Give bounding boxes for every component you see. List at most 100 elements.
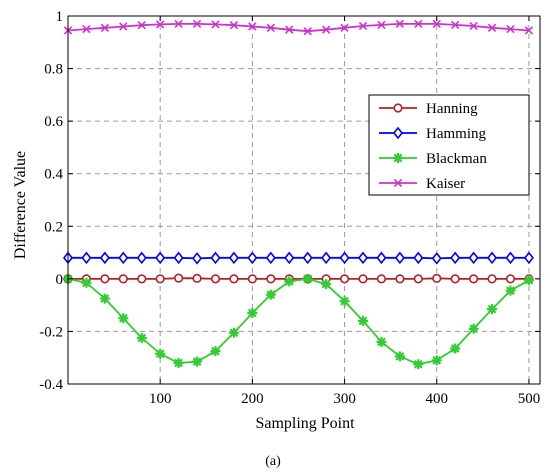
series-hanning-point <box>155 274 165 284</box>
series-blackman-point <box>394 351 405 362</box>
series-blackman-point <box>339 296 350 307</box>
series-hamming-point <box>376 251 387 265</box>
series-kaiser-point <box>285 25 294 34</box>
series-blackman-point <box>192 356 203 367</box>
series-blackman-point <box>210 346 221 357</box>
y-tick-label: 1 <box>56 9 64 25</box>
series-kaiser-point <box>211 20 220 29</box>
series-kaiser-point <box>451 20 460 30</box>
series-kaiser-point <box>137 21 146 30</box>
legend-label-hamming: Hamming <box>426 126 486 142</box>
series-hamming-point <box>394 251 405 265</box>
legend: Hanning Hamming Blackman Kaiser <box>368 94 530 196</box>
plot-frame <box>67 15 541 385</box>
series-hamming-point <box>523 251 534 265</box>
series-hamming-point <box>468 251 479 265</box>
series-blackman-point <box>450 343 461 354</box>
series-blackman-point <box>284 276 295 287</box>
series-blackman-point <box>487 304 498 315</box>
series-hamming-point <box>487 251 498 265</box>
series-hamming-point <box>192 252 203 265</box>
series-hanning-point <box>413 274 423 284</box>
series-hanning-point <box>395 274 405 284</box>
series-hanning-point <box>100 274 110 284</box>
series-hanning-point <box>469 274 479 284</box>
y-tick-label: 0.6 <box>44 114 63 130</box>
x-tick-label: 100 <box>149 391 172 407</box>
series-hanning-point <box>376 274 387 284</box>
series-kaiser-point <box>192 19 202 29</box>
series-hanning-point <box>358 274 368 284</box>
series-hamming-point <box>284 251 295 265</box>
series-hanning-point <box>339 274 350 284</box>
y-tick-label: 0.2 <box>44 219 63 235</box>
x-axis-label: Sampling Point <box>255 415 355 432</box>
series-hamming-point <box>339 251 350 265</box>
x-tick-label: 200 <box>241 391 264 407</box>
y-tick-label: 0.8 <box>44 62 63 78</box>
series-blackman-point <box>468 323 479 334</box>
series-kaiser-point <box>266 23 275 32</box>
series-hanning-point <box>229 274 239 284</box>
legend-marker-hanning <box>393 103 403 113</box>
legend-marker-kaiser <box>393 178 403 188</box>
series-blackman-point <box>155 348 166 359</box>
series-blackman-point <box>136 333 147 343</box>
series-kaiser-point <box>469 21 478 31</box>
series-hanning-point <box>247 274 257 284</box>
series-blackman-point <box>265 289 276 300</box>
series-blackman-point <box>228 327 239 338</box>
y-tick-label: -0.4 <box>39 377 63 393</box>
series-kaiser-point <box>303 27 312 36</box>
series-hamming-point <box>321 251 332 265</box>
series-kaiser-point <box>156 20 165 29</box>
series-hanning-point <box>137 274 147 284</box>
series-blackman-point <box>118 313 129 324</box>
ticks: 100 200 300 400 500 -0.4 -0.2 0 0.2 0.4 0.6 0.8 1 <box>39 9 540 407</box>
series-hamming-point <box>155 251 166 265</box>
series-hanning-point <box>192 273 202 283</box>
series-kaiser-point <box>524 26 534 35</box>
series-kaiser-point <box>506 24 515 34</box>
series-kaiser-point <box>395 19 405 29</box>
series-hamming-point <box>210 251 221 265</box>
series-blackman-point <box>173 357 184 368</box>
series-kaiser-point <box>119 22 128 31</box>
series-hamming-point <box>99 251 110 265</box>
series-kaiser-point <box>377 20 386 30</box>
series-hamming-point <box>228 251 239 265</box>
series-hanning-point <box>432 273 442 283</box>
series-hamming-point <box>265 251 276 265</box>
series-kaiser-point <box>487 23 497 32</box>
y-tick-label: 0.4 <box>44 167 63 183</box>
series-hanning-point <box>450 274 460 284</box>
series-blackman-point <box>99 293 110 304</box>
series-kaiser-line <box>67 22 529 33</box>
series-hamming-point <box>81 251 92 265</box>
series-layer <box>62 19 534 370</box>
series-hanning-point <box>505 274 516 284</box>
series-kaiser-point <box>248 22 257 31</box>
y-tick-label: -0.2 <box>39 324 63 340</box>
series-blackman-point <box>431 355 442 366</box>
series-blackman-point <box>413 359 424 370</box>
series-hamming <box>62 251 534 265</box>
series-kaiser-point <box>321 25 331 34</box>
legend-label-blackman: Blackman <box>426 151 487 167</box>
figure-caption: (a) <box>265 454 281 469</box>
series-hamming-point <box>173 251 184 265</box>
series-kaiser-point <box>82 24 91 34</box>
legend-label-kaiser: Kaiser <box>426 176 465 192</box>
series-kaiser-point <box>340 23 349 32</box>
series-kaiser-point <box>100 23 110 32</box>
series-hamming-point <box>450 251 461 265</box>
series-hanning-point <box>118 274 128 284</box>
series-blackman-point <box>247 308 258 319</box>
series-blackman-point <box>376 336 387 347</box>
legend-marker-blackman <box>393 153 403 163</box>
series-hamming-point <box>357 251 369 265</box>
x-tick-label: 300 <box>333 391 356 407</box>
y-tick-label: 0 <box>56 272 64 288</box>
